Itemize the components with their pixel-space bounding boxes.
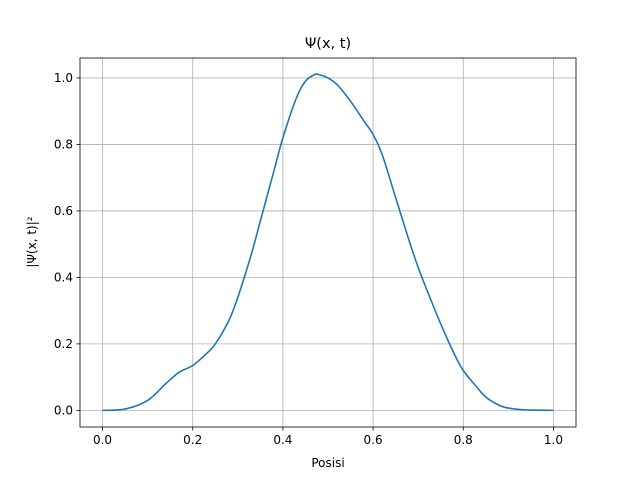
y-tick-label: 0.0: [54, 404, 73, 418]
y-tick-label: 0.2: [54, 337, 73, 351]
x-axis-label: Posisi: [311, 456, 344, 470]
x-tick-label: 0.2: [183, 433, 202, 447]
y-tick-label: 1.0: [54, 71, 73, 85]
axes-frame: [79, 57, 577, 428]
ticks: 0.0 0.2 0.4 0.6 0.8 1.0 0.0 0.2 0.4 0.6 0.8 1.0: [54, 71, 563, 447]
x-tick-label: 1.0: [544, 433, 563, 447]
y-axis-label: |Ψ(x, t)|²: [25, 216, 39, 267]
grid: [80, 58, 576, 427]
x-tick-label: 0.4: [273, 433, 292, 447]
y-tick-label: 0.4: [54, 271, 73, 285]
x-tick-label: 0.6: [364, 433, 383, 447]
y-tick-label: 0.8: [54, 138, 73, 152]
series-layer: [102, 73, 554, 412]
plot-area: [80, 58, 576, 427]
x-tick-label: 0.8: [454, 433, 473, 447]
chart-title: Ψ(x, t): [305, 36, 351, 52]
x-tick-label: 0.0: [93, 433, 112, 447]
series-line: [102, 73, 554, 412]
y-tick-label: 0.6: [54, 204, 73, 218]
